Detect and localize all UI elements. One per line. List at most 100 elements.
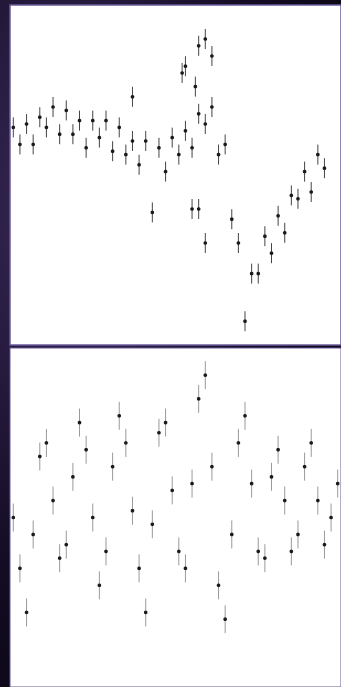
data-point [117,125,122,130]
data-point [282,498,287,503]
data-point [110,464,115,469]
data-point [296,532,300,537]
data-point [130,95,135,99]
data-point [150,210,155,215]
data-point [31,142,35,147]
data-point [196,207,201,211]
data-point [190,207,194,211]
data-point [163,169,168,174]
data-point [203,373,208,377]
data-point [130,139,135,143]
data-point [302,464,307,469]
data-point [24,122,29,126]
data-point [223,617,227,621]
data-point [190,481,194,486]
data-point [163,420,168,425]
data-point [282,231,287,235]
data-point [256,549,261,554]
data-point [269,251,274,255]
data-point [11,515,16,520]
data-point [236,441,241,445]
data-point [110,149,115,153]
data-point [223,142,227,147]
data-point [236,241,241,245]
data-point [329,515,333,520]
data-point [97,583,102,588]
data-point [44,125,49,130]
data-point [249,271,254,276]
data-point [51,105,55,109]
data-point [256,271,261,276]
data-point [249,481,254,486]
data-point [309,190,314,194]
data-point [322,542,327,547]
data-point [57,132,62,136]
bottom-panel [9,347,341,687]
data-point [296,197,300,201]
data-point [77,420,82,425]
data-point [117,414,122,418]
data-point [31,532,35,537]
data-point [71,475,75,479]
data-point [322,166,327,170]
data-point [276,447,280,452]
data-point [170,135,174,140]
data-point [157,146,161,150]
data-point [210,464,214,469]
data-point [90,515,95,520]
data-point [216,583,221,588]
data-point [196,112,201,116]
data-point [263,556,267,560]
data-point [71,132,75,136]
data-point [11,125,16,130]
data-point [216,152,221,157]
data-point [64,108,69,113]
data-point [309,441,314,445]
data-point [190,146,194,150]
data-point [90,118,95,123]
data-point [137,163,141,167]
data-point [203,122,208,126]
data-point [210,105,214,109]
data-point [124,441,128,445]
data-point [203,241,208,245]
data-point [37,454,42,459]
data-point [150,522,155,527]
data-point [24,610,29,615]
data-point [104,118,108,123]
data-point [229,532,234,537]
data-point [177,549,181,554]
data-point [289,549,294,554]
data-point [51,498,55,503]
data-point [18,566,22,571]
data-point [302,169,307,174]
data-point [177,152,181,157]
data-point [124,152,128,157]
data-point [57,556,62,560]
data-point [157,430,161,435]
data-point [64,542,69,547]
data-point [97,135,102,140]
data-point [289,193,294,198]
data-point [229,217,234,221]
data-point [44,441,49,445]
data-point [143,610,148,615]
data-point [84,146,88,150]
data-point [276,214,280,218]
data-point [183,129,188,133]
data-point [183,64,188,68]
data-point [203,37,208,41]
data-point [84,447,88,452]
data-point [170,488,174,493]
data-point [316,152,320,157]
data-point [143,139,148,143]
data-point [196,397,201,401]
data-point [130,508,135,513]
data-point [193,84,198,89]
top-panel [9,4,341,346]
data-point [196,44,201,48]
data-point [335,481,340,486]
data-point [77,118,82,123]
data-point [137,566,141,571]
data-point [263,234,267,238]
